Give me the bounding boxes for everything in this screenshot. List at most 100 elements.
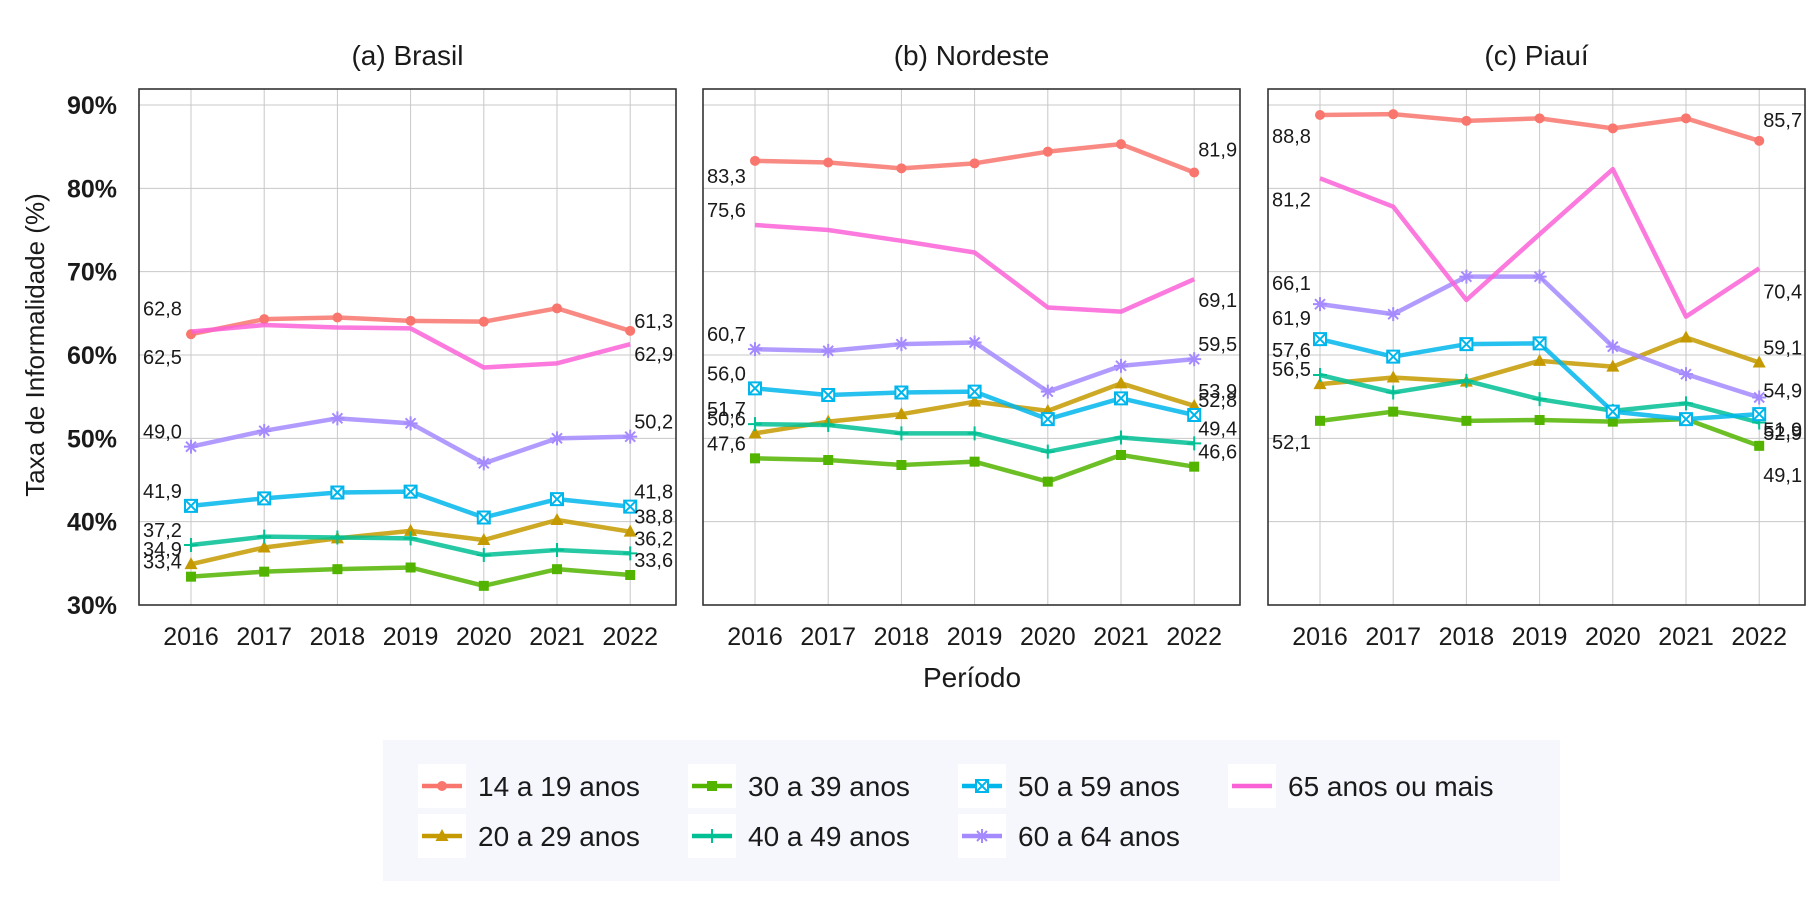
data-point	[1679, 367, 1693, 382]
series-40-a-49-anos	[184, 529, 638, 562]
data-point	[967, 335, 982, 350]
data-point	[1313, 332, 1327, 347]
value-label: 75,6	[707, 200, 746, 222]
series-60-a-64-anos	[748, 335, 1202, 399]
panel-background	[139, 89, 676, 605]
data-point	[1040, 384, 1055, 399]
value-label: 62,8	[143, 299, 182, 321]
data-point	[894, 426, 909, 441]
value-label: 36,2	[634, 528, 673, 550]
y-tick-label: 60%	[67, 342, 117, 370]
data-point	[1114, 391, 1128, 406]
data-point	[1040, 444, 1055, 459]
data-point	[1386, 349, 1401, 364]
panel-c-piaui: (c) Piauí 2016 2017 2018 2019 2020 2021 2022 88,…	[1267, 40, 1806, 651]
data-point	[184, 498, 198, 513]
data-point	[1679, 396, 1693, 411]
data-point	[550, 492, 564, 507]
value-label: 62,9	[634, 344, 673, 366]
data-point	[330, 485, 345, 500]
data-point	[1386, 307, 1401, 322]
data-point	[1315, 415, 1325, 426]
data-point	[403, 484, 418, 499]
data-point	[894, 407, 908, 420]
data-point	[750, 155, 760, 166]
y-tick-label: 90%	[67, 92, 117, 120]
data-point	[330, 411, 345, 426]
data-point	[552, 564, 562, 575]
x-tick-label: 2021	[529, 623, 585, 651]
data-point	[1752, 390, 1767, 405]
series-65-anos-ou-mais	[1319, 166, 1761, 319]
panel-a-brasil: (a) Brasil 2016 2017 2018 2019 2020 2021 2022 62…	[138, 40, 677, 651]
value-label: 49,4	[1198, 418, 1237, 440]
data-point	[1114, 430, 1128, 445]
data-point	[184, 557, 198, 570]
data-point	[405, 315, 416, 326]
data-point	[1042, 146, 1053, 157]
value-label: 59,1	[1763, 338, 1802, 360]
data-point	[1533, 353, 1547, 366]
data-point	[184, 439, 198, 454]
value-label: 62,5	[143, 347, 182, 369]
value-label: 56,5	[1272, 359, 1311, 381]
series-60-a-64-anos	[184, 411, 638, 471]
panel-b-nordeste: (b) Nordeste 2016 2017 2018 2019 2020 2021 2022…	[702, 40, 1241, 651]
value-label: 69,1	[1198, 290, 1237, 312]
x-tick-label: 2020	[1020, 623, 1076, 651]
series-14-a-19-anos	[750, 139, 1200, 178]
value-label: 41,8	[634, 482, 673, 504]
x-tick-label: 2017	[236, 623, 292, 651]
legend-label: 30 a 39 anos	[748, 771, 910, 802]
data-point	[1754, 440, 1765, 451]
data-point	[259, 566, 270, 577]
data-point	[1187, 436, 1202, 451]
legend-marker	[437, 781, 447, 791]
series-50-a-59-anos	[748, 381, 1202, 427]
panel-frame	[138, 88, 677, 606]
data-point	[967, 426, 982, 441]
data-point	[623, 546, 638, 561]
data-point	[821, 388, 836, 402]
data-point	[1042, 476, 1053, 487]
value-label: 60,7	[707, 324, 746, 346]
data-point	[1459, 337, 1474, 352]
legend-label: 50 a 59 anos	[1018, 771, 1180, 802]
value-label: 49,1	[1763, 465, 1802, 487]
x-axis-label: Período	[923, 662, 1021, 693]
data-point	[1459, 373, 1474, 388]
series-30-a-39-anos	[750, 450, 1200, 487]
data-point	[257, 529, 272, 544]
data-point	[332, 312, 343, 323]
value-label: 81,9	[1198, 140, 1237, 162]
data-point	[1116, 450, 1126, 460]
data-point	[1187, 398, 1201, 411]
series-14-a-19-anos	[186, 303, 636, 340]
data-point	[1534, 113, 1545, 124]
value-label: 50,2	[634, 412, 673, 434]
panel-title: (b) Nordeste	[894, 40, 1050, 71]
value-label: 61,9	[1272, 308, 1311, 330]
x-tick-label: 2018	[1439, 623, 1495, 651]
series-line	[190, 322, 631, 370]
legend-item-20-a-29-anos: 20 a 29 anos	[418, 814, 640, 858]
data-point	[1386, 370, 1400, 383]
value-label: 56,0	[707, 363, 746, 385]
value-label: 50,6	[707, 408, 746, 430]
legend-item-30-a-39-anos: 30 a 39 anos	[688, 764, 910, 808]
value-label: 70,4	[1763, 281, 1802, 303]
data-point	[896, 460, 907, 470]
data-point	[625, 325, 636, 336]
legend-marker	[705, 829, 719, 843]
data-point	[1313, 368, 1327, 382]
data-point	[1461, 115, 1472, 126]
data-point	[1315, 110, 1325, 120]
data-point	[478, 580, 489, 591]
legend-item-14-a-19-anos: 14 a 19 anos	[418, 764, 640, 808]
value-label: 54,9	[1763, 381, 1802, 403]
legend-label: 60 a 64 anos	[1018, 821, 1180, 852]
x-tick-label: 2022	[602, 623, 658, 651]
value-label: 38,8	[634, 507, 673, 529]
x-tick-label: 2019	[947, 623, 1003, 651]
series-line	[754, 222, 1196, 314]
